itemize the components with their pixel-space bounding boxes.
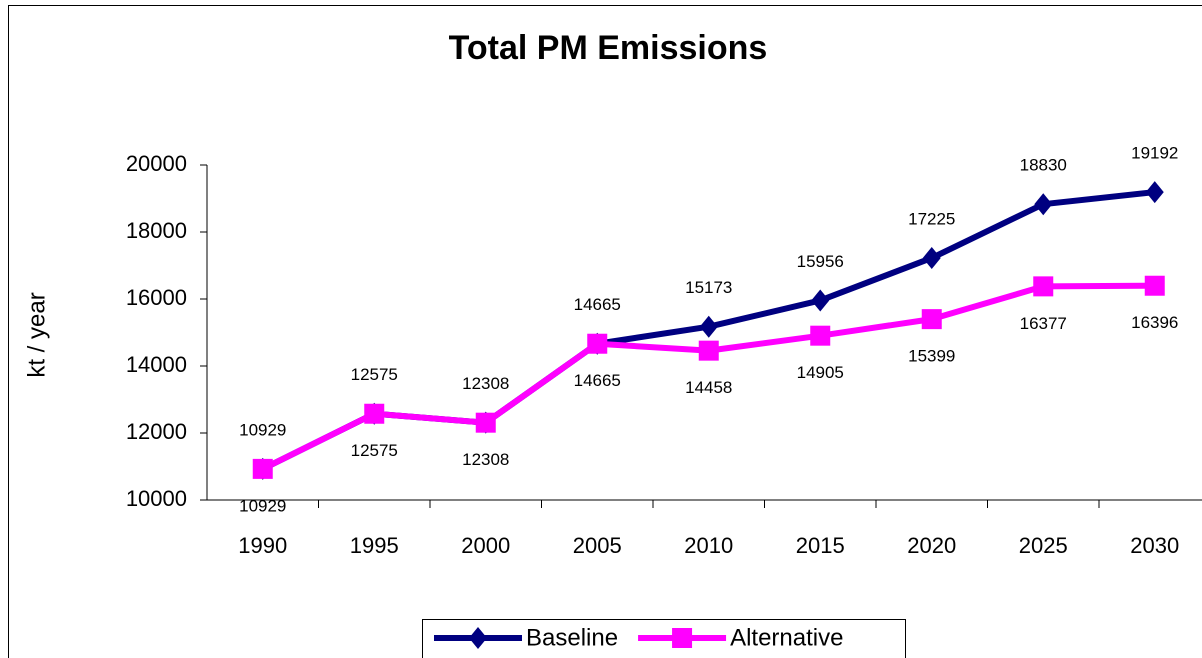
data-label: 16396 — [1131, 313, 1178, 332]
marker — [252, 458, 273, 479]
data-label: 15956 — [797, 252, 844, 271]
legend: Baseline Alternative — [422, 619, 906, 658]
data-label: 15399 — [908, 347, 955, 366]
data-label: 12308 — [462, 450, 509, 469]
data-label: 14458 — [685, 378, 732, 397]
x-tick-label: 2015 — [796, 533, 845, 558]
marker — [1145, 181, 1164, 204]
marker — [699, 315, 718, 338]
x-tick-label: 2005 — [573, 533, 622, 558]
marker — [587, 333, 608, 354]
data-label: 18830 — [1020, 156, 1067, 175]
marker — [922, 246, 941, 269]
x-tick-label: 2030 — [1130, 533, 1179, 558]
data-label: 12308 — [462, 374, 509, 393]
data-label: 19192 — [1131, 144, 1178, 163]
data-label: 12575 — [351, 365, 398, 384]
legend-marker — [469, 627, 487, 649]
y-tick-label: 10000 — [126, 486, 187, 511]
y-tick-label: 16000 — [126, 285, 187, 310]
x-tick-label: 2020 — [907, 533, 956, 558]
marker — [921, 309, 942, 330]
marker — [1033, 276, 1054, 297]
marker — [810, 325, 831, 346]
legend-label: Baseline — [526, 624, 618, 651]
data-label: 17225 — [908, 209, 955, 228]
y-tick-label: 14000 — [126, 352, 187, 377]
marker — [475, 412, 496, 433]
x-tick-label: 2025 — [1019, 533, 1068, 558]
y-tick-label: 12000 — [126, 419, 187, 444]
data-label: 15173 — [685, 278, 732, 297]
data-label: 12575 — [351, 441, 398, 460]
data-label: 10929 — [239, 496, 286, 515]
x-tick-label: 1990 — [238, 533, 287, 558]
x-tick-label: 1995 — [350, 533, 399, 558]
data-label: 16377 — [1020, 314, 1067, 333]
legend-label: Alternative — [730, 624, 843, 651]
y-tick-label: 20000 — [126, 151, 187, 176]
data-label: 14665 — [574, 295, 621, 314]
marker — [1034, 193, 1053, 216]
data-label: 14665 — [574, 371, 621, 390]
y-axis-label: kt / year — [23, 292, 50, 377]
marker — [1144, 275, 1165, 296]
x-tick-label: 2000 — [461, 533, 510, 558]
marker — [811, 289, 830, 312]
marker — [364, 403, 385, 424]
legend-marker — [672, 628, 693, 648]
chart-title: Total PM Emissions — [449, 29, 768, 67]
data-label: 10929 — [239, 420, 286, 439]
x-tick-label: 2010 — [684, 533, 733, 558]
marker — [698, 340, 719, 361]
data-label: 14905 — [797, 363, 844, 382]
y-tick-label: 18000 — [126, 218, 187, 243]
